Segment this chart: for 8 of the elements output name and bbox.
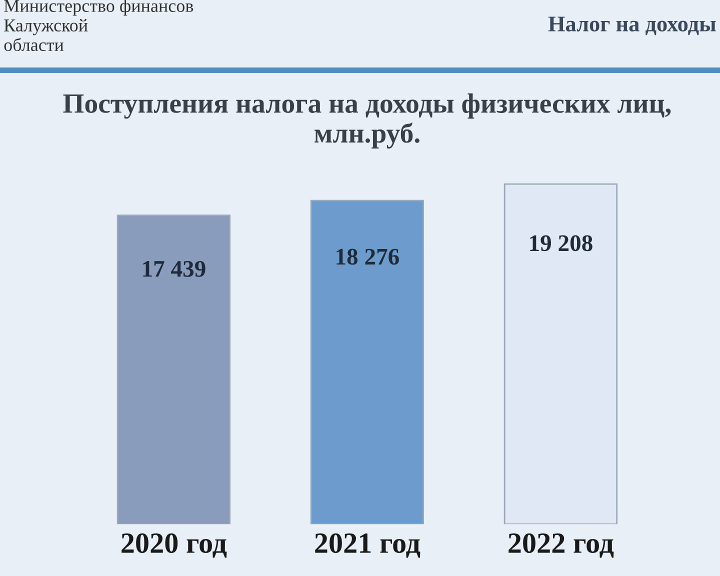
x-tick-label: 2022 год [508, 533, 614, 558]
data-label: 19 208 [530, 235, 592, 252]
data-label: 17 439 [143, 260, 206, 277]
text: Налог на доходы [548, 16, 716, 36]
x-tick-label: 2021 год [315, 533, 420, 558]
chart-title: Поступления налога на доходы физических лиц, млн.руб. [63, 93, 671, 149]
x-tick-label: 2020 год [122, 533, 227, 558]
data-label: 18 276 [336, 248, 399, 265]
